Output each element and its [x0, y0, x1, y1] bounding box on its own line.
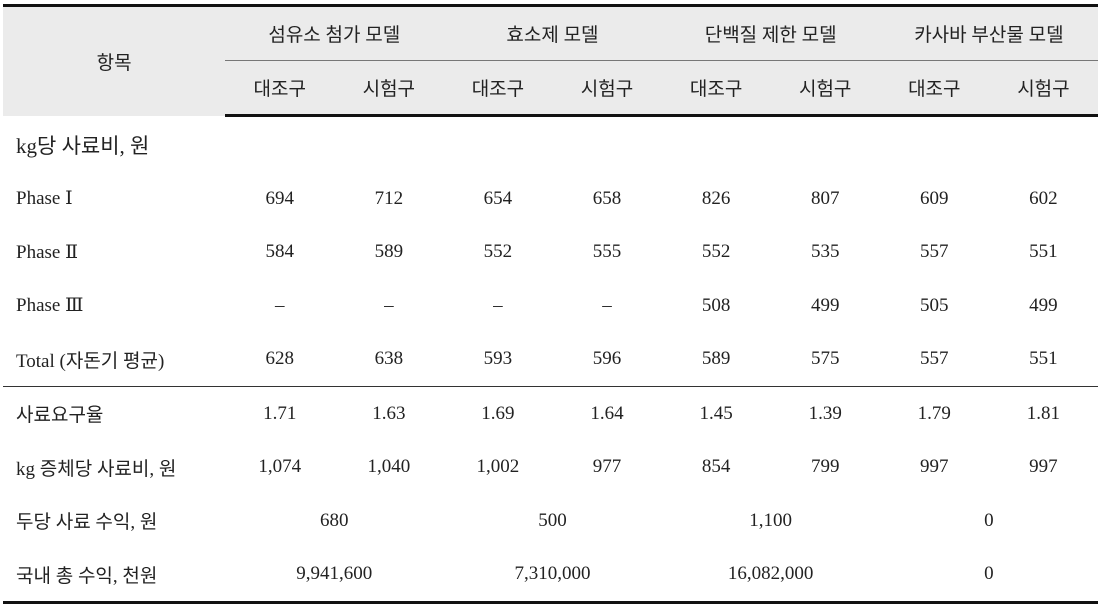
row-label: Phase Ⅱ	[16, 241, 78, 263]
cell: 680	[320, 509, 349, 531]
row: Total (자돈기 평균) 628 638 593 596 589 575 557 551	[3, 332, 1098, 387]
group-header: 효소제 모델	[443, 4, 662, 61]
row-label: kg당 사료비, 원	[16, 133, 150, 158]
cell: 712	[374, 187, 404, 209]
group-header: 단백질 제한 모델	[661, 4, 880, 61]
header-item: 항목	[3, 4, 226, 116]
cell: 16,082,000	[661, 547, 880, 604]
cell: 826	[701, 187, 731, 209]
cell: 596	[552, 332, 662, 387]
subgroup-header: 시험구	[770, 60, 880, 117]
cell: –	[602, 294, 612, 316]
row-label: Total (자돈기 평균)	[3, 332, 226, 387]
cell: 1.39	[808, 402, 842, 424]
cell: 9,941,600	[225, 547, 444, 604]
row-label: Phase Ⅲ	[16, 295, 84, 317]
subgroup-header: 시험구	[988, 60, 1098, 117]
cell: 1,002	[476, 456, 520, 478]
table-header: 항목 섬유소 첨가 모델 효소제 모델 단백질 제한 모델 카사바 부산물 모델 대조구…	[3, 4, 1098, 117]
cell: 0	[984, 509, 994, 531]
cell: 654	[483, 187, 513, 209]
cell: 628	[225, 332, 335, 387]
cell: 658	[592, 187, 622, 209]
cell: 589	[374, 241, 404, 263]
cell: 535	[810, 241, 840, 263]
cell: 500	[538, 509, 567, 531]
cell: –	[493, 294, 503, 316]
cell: 499	[810, 294, 840, 316]
cell: 1.79	[917, 402, 951, 424]
cell: –	[274, 294, 285, 316]
cell: 1.64	[590, 402, 624, 424]
cell: –	[384, 294, 394, 316]
row-label: Phase Ⅰ	[16, 188, 73, 210]
cell: 1.71	[263, 402, 297, 424]
cell: 7,310,000	[443, 547, 662, 604]
cell: 694	[265, 187, 294, 209]
group-header: 카사바 부산물 모델	[879, 4, 1098, 61]
cell: 575	[770, 332, 880, 387]
cell: 552	[701, 241, 731, 263]
subgroup-header: 대조구	[879, 60, 989, 117]
cell: 584	[265, 241, 294, 263]
cell: 1.63	[372, 402, 406, 424]
cell: 551	[1029, 241, 1058, 263]
body-group: kg당 사료비, 원 Phase Ⅰ 694 712 654 658 826 807 609 60…	[3, 116, 1098, 387]
cell: 505	[920, 294, 949, 316]
row-label: 국내 총 수익, 천원	[3, 547, 226, 604]
cell: 593	[443, 332, 553, 387]
subgroup-header: 대조구	[225, 60, 335, 117]
row: 국내 총 수익, 천원 9,941,600 7,310,000 16,082,000 0	[3, 547, 1098, 604]
cell: 977	[592, 456, 622, 478]
subgroup-header: 대조구	[443, 60, 553, 117]
cell: 609	[920, 187, 949, 209]
cell: 602	[1029, 187, 1058, 209]
cell: 551	[988, 332, 1098, 387]
cell: 552	[483, 241, 513, 263]
cell: 557	[920, 241, 949, 263]
cell: 638	[334, 332, 444, 387]
cell: 557	[879, 332, 989, 387]
cell: 1.81	[1026, 402, 1061, 424]
cell: 589	[661, 332, 771, 387]
cell: 1.69	[481, 402, 515, 424]
subgroup-header: 시험구	[334, 60, 444, 117]
row: kg 증체당 사료비, 원 1,074 1,040 1,002 977 854 799 997…	[3, 441, 1098, 495]
row: 두당 사료 수익, 원 680 500 1,100 0	[3, 494, 1098, 548]
cell: 799	[810, 456, 840, 478]
cell: 1.45	[699, 402, 733, 424]
row-label: kg 증체당 사료비, 원	[16, 458, 177, 480]
group-header: 섬유소 첨가 모델	[225, 4, 444, 61]
row: 사료요구율 1.71 1.63 1.69 1.64 1.45 1.39 1.79 1.81	[3, 387, 1098, 441]
row-label: 두당 사료 수익, 원	[16, 512, 158, 534]
cell: 499	[1029, 294, 1058, 316]
subgroup-header: 시험구	[552, 60, 662, 117]
row: kg당 사료비, 원	[3, 116, 1098, 173]
cell: 508	[701, 294, 731, 316]
cell: 854	[701, 456, 731, 478]
row: Phase Ⅲ – – – – 508 499 505 499	[3, 279, 1098, 333]
cell: 997	[920, 456, 949, 478]
row: Phase Ⅱ 584 589 552 555 552 535 557 551	[3, 226, 1098, 280]
cell: 1,040	[367, 456, 411, 478]
cell: 997	[1029, 456, 1058, 478]
data-table: 항목 섬유소 첨가 모델 효소제 모델 단백질 제한 모델 카사바 부산물 모델 대조구…	[3, 4, 1098, 604]
row-label: 사료요구율	[16, 405, 104, 427]
cell: 555	[592, 241, 622, 263]
row: Phase Ⅰ 694 712 654 658 826 807 609 602	[3, 172, 1098, 226]
subgroup-header: 대조구	[661, 60, 771, 117]
cell: 0	[879, 547, 1098, 604]
cell: 1,100	[749, 509, 793, 531]
body-group: 사료요구율 1.71 1.63 1.69 1.64 1.45 1.39 1.79 1.81 kg …	[3, 387, 1098, 604]
cell: 807	[810, 187, 840, 209]
cell: 1,074	[258, 456, 302, 478]
